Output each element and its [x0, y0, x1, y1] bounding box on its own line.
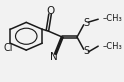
- Text: O: O: [46, 6, 55, 16]
- Text: S: S: [83, 46, 89, 56]
- Text: Cl: Cl: [4, 43, 13, 53]
- Text: S: S: [83, 18, 89, 28]
- Text: N: N: [50, 52, 58, 62]
- Text: –CH₃: –CH₃: [102, 42, 122, 51]
- Text: –CH₃: –CH₃: [102, 14, 122, 23]
